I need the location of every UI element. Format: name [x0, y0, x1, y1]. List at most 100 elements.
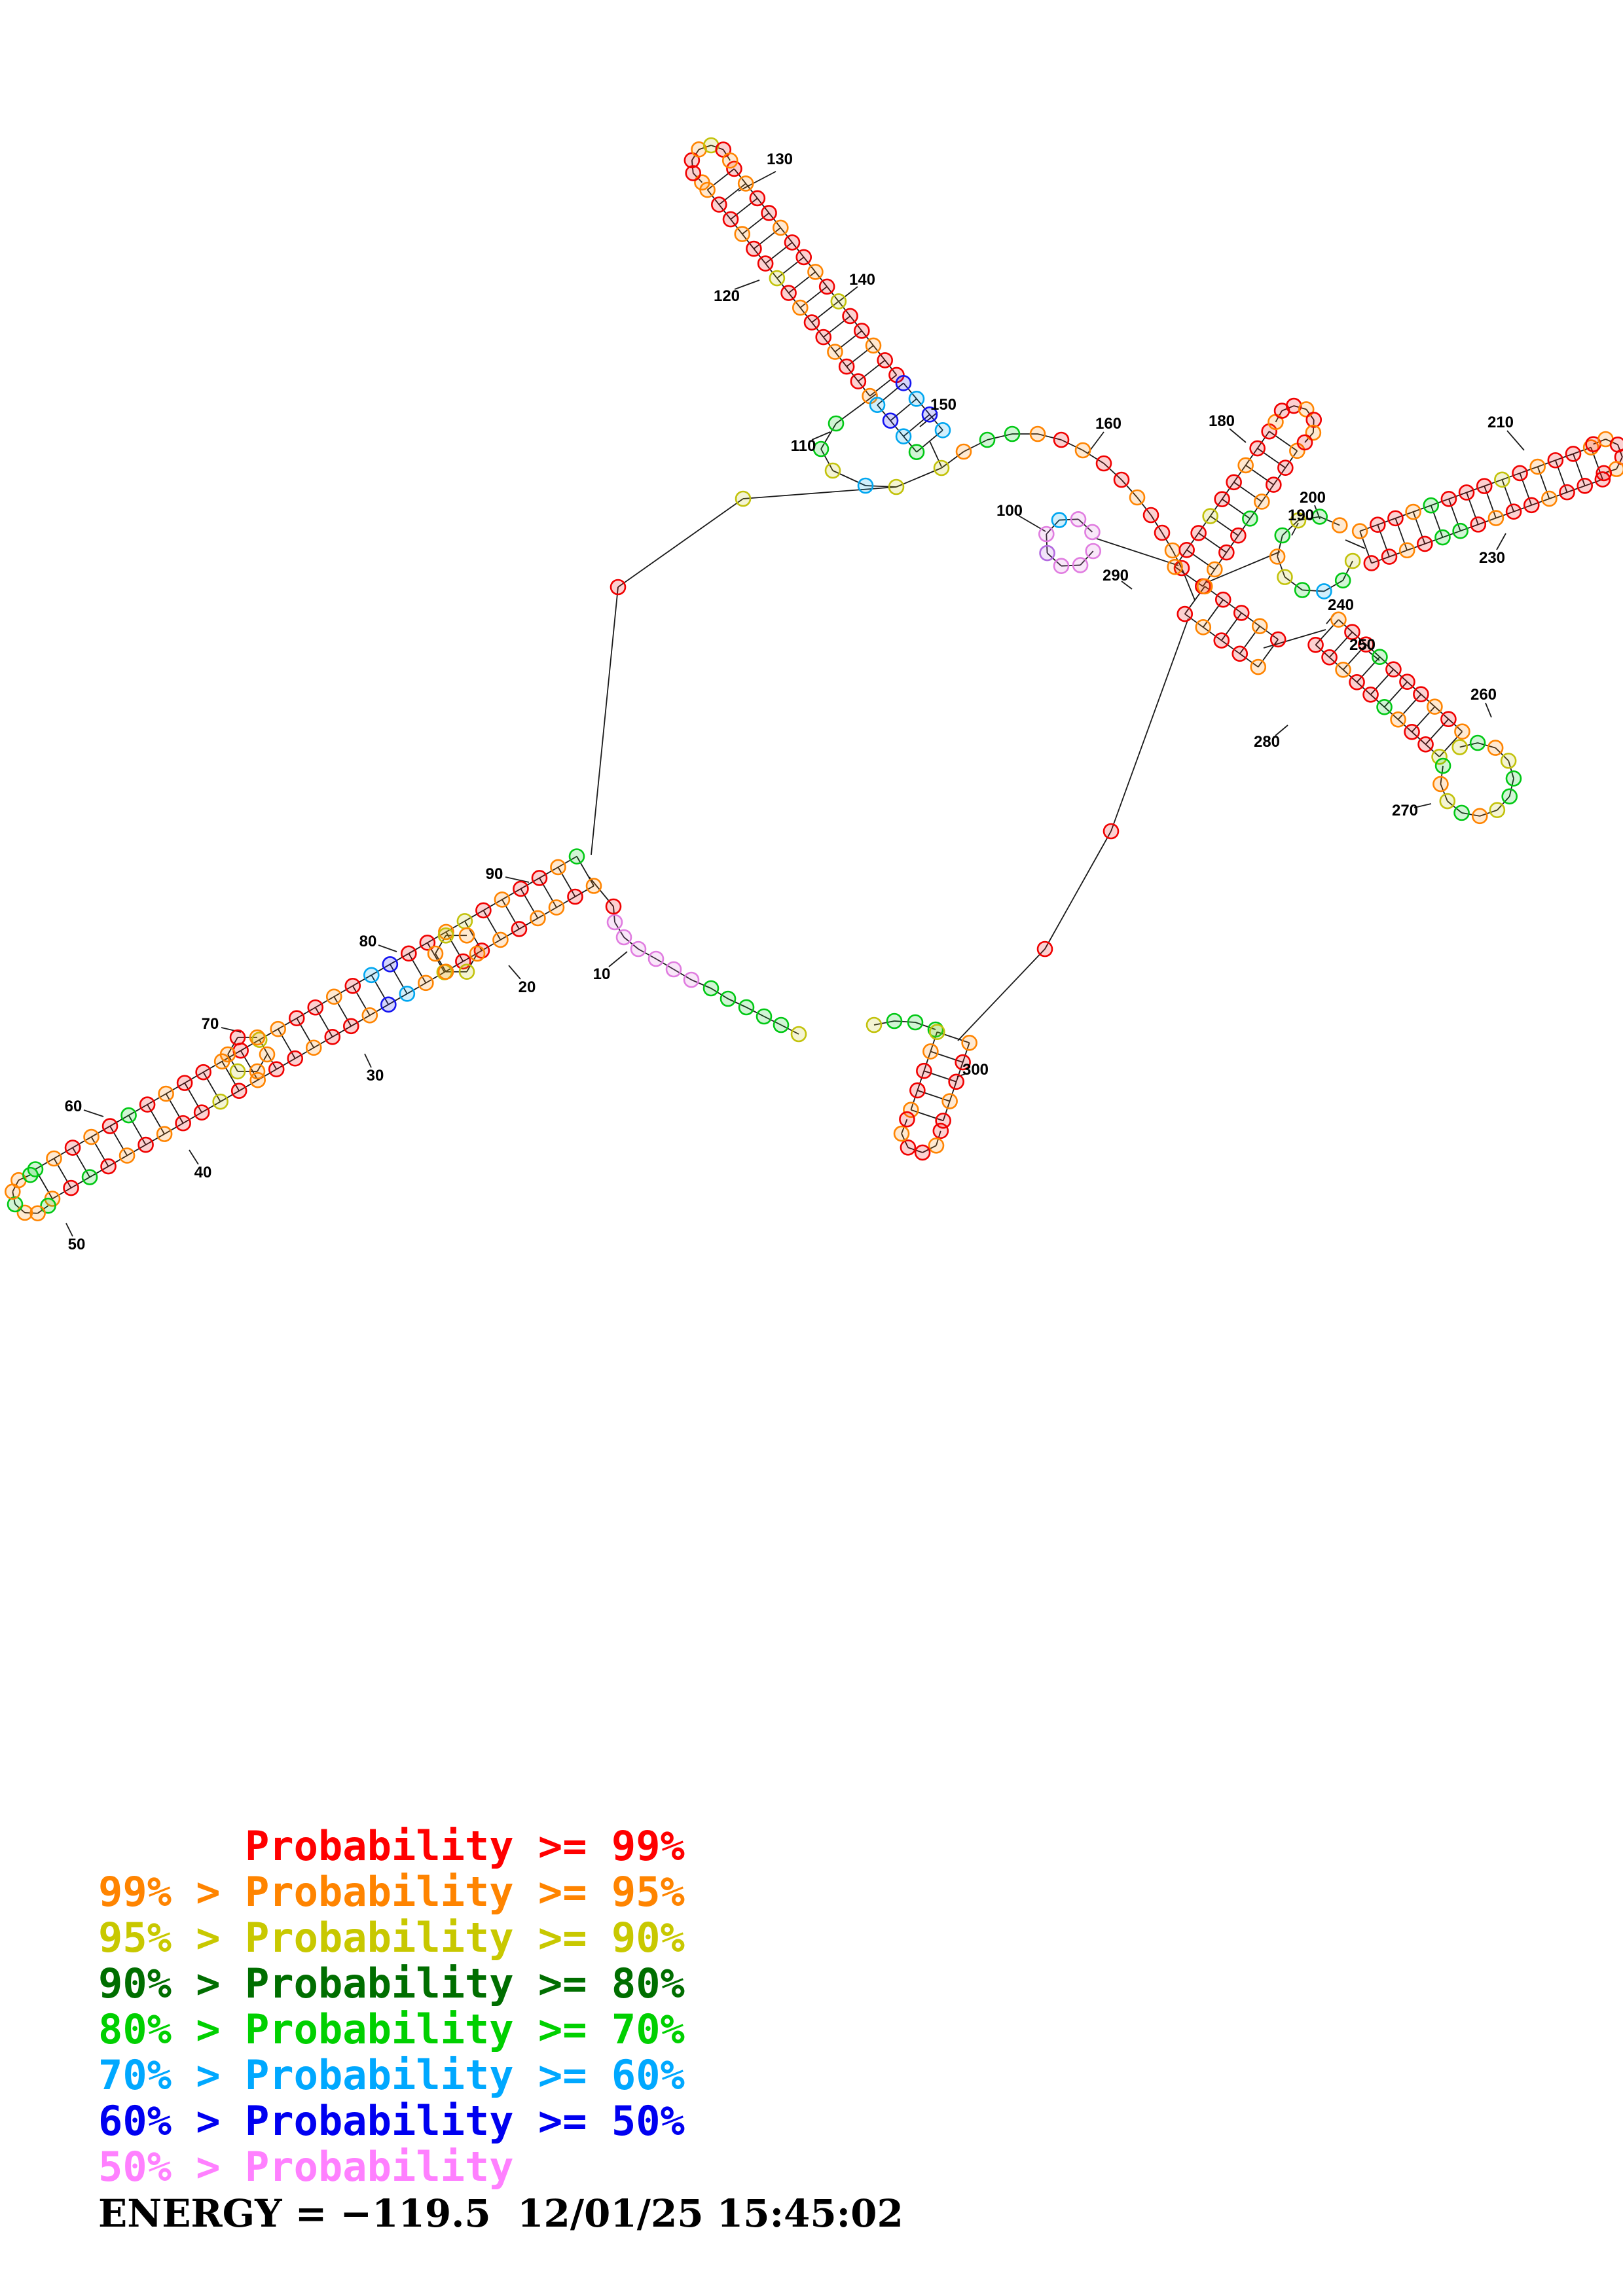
nucleotide-dot: [1178, 541, 1195, 558]
nucleotide-dot: [1039, 545, 1055, 562]
backbone-line: [435, 953, 447, 973]
backbone-line: [955, 1062, 964, 1083]
backbone-line: [1502, 473, 1520, 480]
backbone-line: [1431, 498, 1450, 507]
backbone-line: [861, 330, 874, 346]
label-pointer-line: [957, 1073, 968, 1077]
nucleotide-dot: [756, 1008, 773, 1025]
basepair-line: [184, 1083, 202, 1113]
nucleotide-dot: [948, 1073, 964, 1090]
backbone-line: [1477, 742, 1496, 749]
backbone-line: [1174, 549, 1188, 567]
nucleotide-dot: [773, 1016, 790, 1033]
backbone-line: [464, 910, 484, 922]
nucleotide-dot: [1349, 673, 1365, 691]
backbone-line: [1204, 586, 1224, 600]
nucleotide-dot: [1254, 493, 1270, 510]
label-pointer-line: [505, 876, 530, 883]
backbone-line: [655, 958, 674, 970]
backbone-line: [352, 975, 372, 987]
nucleotide-dot: [738, 999, 755, 1016]
nucleotide-dot: [1505, 503, 1522, 520]
basepair-line: [1222, 498, 1250, 520]
backbone-line: [556, 896, 575, 908]
nucleotide-dot: [399, 986, 416, 1002]
nucleotide-dot: [1142, 507, 1159, 524]
backbone-line: [730, 219, 743, 235]
nucleotide-dot: [1072, 557, 1089, 573]
nucleotide-dot: [895, 375, 912, 391]
basepair-line: [890, 398, 917, 422]
label-pointer-line: [65, 1223, 73, 1237]
backbone-line: [519, 918, 538, 930]
basepair-line: [1184, 586, 1205, 615]
backbone-line: [1370, 694, 1385, 708]
backbone-line: [35, 1158, 54, 1170]
nucleotide-dot: [1311, 509, 1328, 525]
nucleotide-dot: [842, 308, 858, 325]
backbone-line: [1241, 612, 1260, 627]
nucleotide-dot: [827, 344, 843, 360]
backbone-line: [1237, 518, 1251, 536]
nucleotide-dot: [1154, 524, 1171, 541]
position-label: 260: [1470, 686, 1497, 704]
nucleotide-dot: [909, 1082, 926, 1099]
nucleotide-dot: [886, 1013, 903, 1030]
label-pointer-line: [508, 965, 521, 980]
backbone-line: [166, 1082, 185, 1094]
nucleotide-dot: [1214, 491, 1230, 507]
nucleotide-dot: [1500, 753, 1517, 769]
basepair-line: [811, 300, 839, 323]
backbone-line: [1315, 644, 1330, 658]
nucleotide-dot: [83, 1128, 100, 1145]
nucleotide-dot: [605, 898, 622, 915]
basepair-line: [1383, 681, 1408, 708]
nucleotide-dot: [877, 352, 894, 368]
nucleotide-dot: [101, 1118, 119, 1134]
backbone-line: [1520, 466, 1538, 474]
nucleotide-dot: [380, 996, 397, 1013]
backbone-line: [147, 1093, 167, 1105]
connector-line: [742, 486, 897, 499]
basepair-line: [445, 931, 464, 962]
backbone-line: [877, 404, 891, 422]
backbone-line: [296, 1007, 316, 1019]
connector-line: [1044, 831, 1112, 950]
backbone-line: [873, 1020, 895, 1026]
nucleotide-dot: [735, 490, 752, 507]
connector-line: [929, 440, 942, 467]
nucleotide-dot: [934, 422, 951, 439]
basepair-line: [72, 1147, 90, 1177]
nucleotide-dot: [158, 1085, 174, 1102]
position-label: 80: [359, 933, 377, 950]
label-pointer-line: [189, 1149, 199, 1165]
nucleotide-dot: [1501, 788, 1518, 805]
backbone-line: [823, 336, 836, 353]
backbone-line: [1302, 589, 1324, 592]
nucleotide-dot: [722, 211, 739, 228]
position-label: 150: [930, 396, 957, 414]
nucleotide-dot: [1372, 649, 1388, 666]
nucleotide-dot: [1344, 624, 1360, 641]
basepair-line: [753, 227, 781, 249]
basepair-line: [202, 1071, 221, 1102]
backbone-line: [227, 1037, 238, 1055]
backbone-line: [52, 1187, 71, 1200]
nucleotide-dot: [363, 967, 380, 984]
backbone-line: [313, 1036, 333, 1049]
nucleotide-dot: [1213, 632, 1230, 649]
nucleotide-dot: [1369, 516, 1386, 533]
nucleotide-dot: [1452, 522, 1468, 539]
backbone-line: [1221, 639, 1241, 655]
connector-line: [1110, 618, 1189, 832]
nucleotide-dot: [916, 1062, 932, 1079]
label-pointer-line: [1275, 725, 1288, 736]
nucleotide-dot: [824, 462, 841, 479]
nucleotide-dot: [866, 1016, 883, 1033]
backbone-line: [873, 345, 886, 361]
nucleotide-dot: [1434, 529, 1451, 546]
backbone-line: [1420, 694, 1436, 708]
backbone-line: [1371, 556, 1390, 564]
backbone-line: [1103, 463, 1122, 480]
basepair-line: [1397, 694, 1422, 720]
